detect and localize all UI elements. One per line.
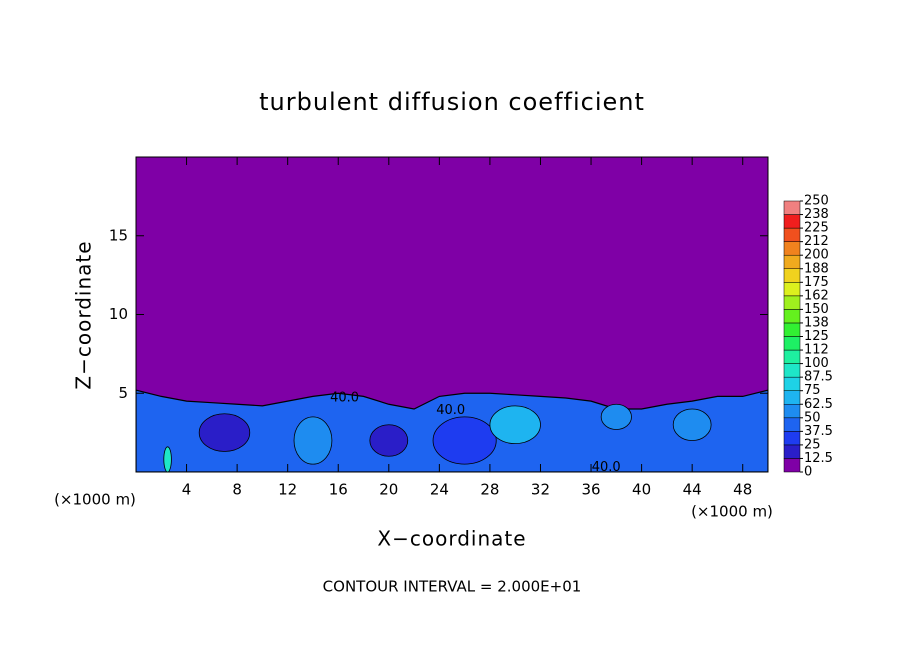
colorbar-label: 188 xyxy=(804,261,829,276)
field-patch xyxy=(600,403,632,430)
colorbar-swatch xyxy=(783,417,801,432)
x-tick-label: 20 xyxy=(379,481,398,499)
colorbar-label: 238 xyxy=(804,207,829,222)
colorbar-label: 125 xyxy=(804,329,829,344)
x-tick-label: 24 xyxy=(430,481,449,499)
colorbar-swatch xyxy=(783,404,801,419)
y-unit-label: (×1000 m) xyxy=(691,503,773,521)
y-tick-label: 5 xyxy=(118,384,128,402)
colorbar-swatch xyxy=(783,282,801,297)
field-patch xyxy=(163,446,172,472)
colorbar-swatch xyxy=(783,444,801,459)
colorbar-label: 225 xyxy=(804,221,829,236)
colorbar-label: 87.5 xyxy=(804,370,833,385)
colorbar-label: 175 xyxy=(804,275,829,290)
colorbar-swatch xyxy=(783,268,801,283)
colorbar-label: 12.5 xyxy=(804,451,833,466)
colorbar-swatch xyxy=(783,254,801,269)
colorbar-label: 212 xyxy=(804,234,829,249)
colorbar-label: 37.5 xyxy=(804,424,833,439)
colorbar-swatch xyxy=(783,322,801,337)
colorbar-label: 162 xyxy=(804,288,829,303)
colorbar-swatch xyxy=(783,349,801,364)
y-tick-label: 10 xyxy=(109,305,128,323)
x-unit-label: (×1000 m) xyxy=(54,491,136,509)
colorbar-label: 62.5 xyxy=(804,397,833,412)
field-patch xyxy=(369,424,409,457)
x-axis-label: X−coordinate xyxy=(377,527,526,551)
chart-title: turbulent diffusion coefficient xyxy=(259,88,645,116)
colorbar-swatch xyxy=(783,431,801,446)
colorbar-swatch xyxy=(783,376,801,391)
contour-label: 40.0 xyxy=(436,403,465,418)
colorbar-swatch xyxy=(783,241,801,256)
colorbar-label: 112 xyxy=(804,343,829,358)
contour-label: 40.0 xyxy=(330,390,359,405)
field-patch xyxy=(432,416,497,465)
x-tick-label: 16 xyxy=(329,481,348,499)
field-patch xyxy=(489,405,541,445)
colorbar-swatch xyxy=(783,458,801,473)
x-tick-label: 36 xyxy=(581,481,600,499)
colorbar-swatch xyxy=(783,336,801,351)
colorbar-label: 50 xyxy=(804,410,821,425)
colorbar-label: 0 xyxy=(804,465,812,480)
field-patch xyxy=(672,408,712,441)
plot-area: 40.0 40.0 40.0 xyxy=(136,157,768,475)
colorbar-label: 100 xyxy=(804,356,829,371)
colorbar-label: 75 xyxy=(804,383,821,398)
field-patch xyxy=(293,416,333,465)
colorbar-label: 200 xyxy=(804,248,829,263)
colorbar-swatch xyxy=(783,227,801,242)
colorbar-swatch xyxy=(783,295,801,310)
colorbar-swatch xyxy=(783,309,801,324)
x-tick-label: 40 xyxy=(632,481,651,499)
x-tick-label: 4 xyxy=(182,481,192,499)
x-tick-label: 12 xyxy=(278,481,297,499)
y-tick-label: 15 xyxy=(109,226,128,244)
colorbar-label: 250 xyxy=(804,194,829,209)
y-axis-label: Z−coordinate xyxy=(72,240,96,389)
colorbar-label: 25 xyxy=(804,437,821,452)
x-tick-label: 44 xyxy=(683,481,702,499)
footer: CONTOUR INTERVAL = 2.000E+01 xyxy=(323,578,582,596)
colorbar-swatch xyxy=(783,390,801,405)
colorbar-swatch xyxy=(783,200,801,215)
colorbar-label: 150 xyxy=(804,302,829,317)
colorbar-swatch xyxy=(783,214,801,229)
colorbar-label: 138 xyxy=(804,315,829,330)
x-tick-label: 8 xyxy=(232,481,242,499)
colorbar-swatch xyxy=(783,363,801,378)
field-patch xyxy=(198,413,251,452)
x-tick-label: 32 xyxy=(531,481,550,499)
x-tick-label: 28 xyxy=(480,481,499,499)
contour-label: 40.0 xyxy=(592,460,621,475)
x-tick-label: 48 xyxy=(733,481,752,499)
